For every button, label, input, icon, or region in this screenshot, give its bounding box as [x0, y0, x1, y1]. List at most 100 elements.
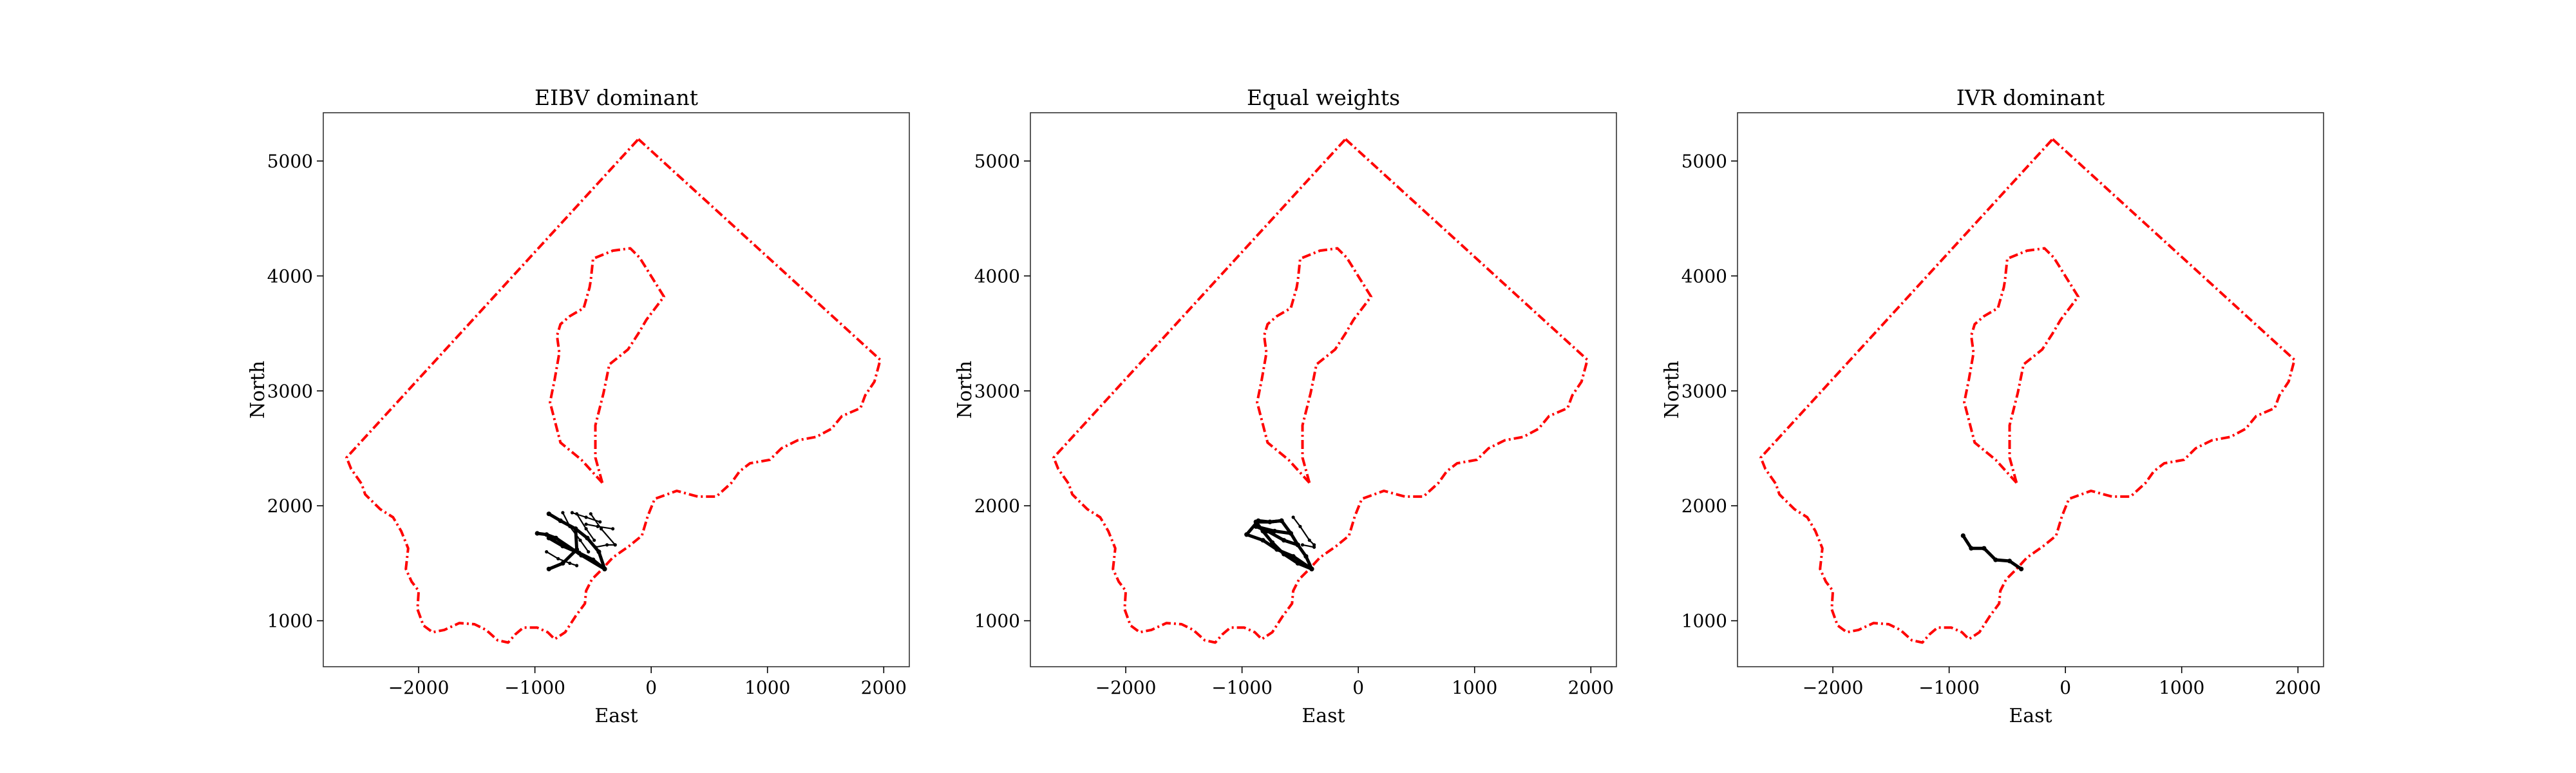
- x-tick-label: 0: [1352, 677, 1364, 698]
- ticks-layer: −2000 −1000 0 1000 2000 1000 2000 3000 4000 5000: [974, 151, 1614, 698]
- path-waypoint: [584, 527, 588, 531]
- path-waypoint: [589, 512, 592, 516]
- boundary-layer: [1052, 138, 1589, 644]
- panel-ivr-dominant: −2000 −1000 0 1000 200010002000300040005000 …: [1661, 85, 2324, 727]
- path-waypoint: [1288, 531, 1293, 536]
- path-waypoint: [553, 535, 558, 540]
- path-waypoint: [535, 531, 540, 536]
- operational-boundary: [1759, 138, 2296, 644]
- path-waypoint: [602, 566, 607, 571]
- panel-title: EIBV dominant: [535, 85, 698, 110]
- panel-title: Equal weights: [1247, 85, 1400, 110]
- y-tick-label: 5000: [1681, 151, 1727, 172]
- y-tick-label: 5000: [974, 151, 1020, 172]
- x-tick-label: 0: [2060, 677, 2071, 698]
- path-waypoint: [587, 550, 591, 554]
- path-waypoint: [560, 560, 565, 566]
- path-waypoint: [1300, 543, 1305, 547]
- path-waypoint: [558, 518, 563, 524]
- x-tick-label: 2000: [2275, 677, 2321, 698]
- path-waypoint: [556, 557, 560, 560]
- x-tick-label: 1000: [1452, 677, 1497, 698]
- path-waypoint: [1274, 547, 1280, 552]
- path-waypoint: [546, 511, 551, 517]
- path-waypoint: [1279, 518, 1284, 524]
- ticks-layer: −2000 −1000 0 1000 2000 1000 2000 3000 4000 5000: [1681, 151, 2321, 698]
- path-waypoint: [1993, 557, 1998, 562]
- operational-boundary: [1052, 138, 1589, 644]
- path-waypoint: [1260, 538, 1265, 543]
- x-tick-label: 2000: [861, 677, 907, 698]
- x-tick-label: 1000: [744, 677, 790, 698]
- y-tick-label: 1000: [974, 611, 1020, 632]
- y-tick-label: 1000: [1681, 611, 1727, 632]
- path-waypoint: [568, 561, 572, 566]
- path-waypoint: [1295, 542, 1300, 548]
- path-waypoint: [1969, 546, 1974, 551]
- path-waypoint: [1282, 538, 1287, 543]
- y-tick-label: 1000: [267, 611, 313, 632]
- path-waypoint: [1256, 518, 1261, 524]
- path-waypoint: [596, 549, 601, 555]
- path-waypoint: [579, 553, 584, 558]
- path-waypoint: [1960, 533, 1965, 539]
- path-segment: [547, 527, 579, 571]
- path-layer: [1960, 533, 2024, 571]
- path-waypoint: [561, 511, 565, 515]
- path-waypoint: [570, 511, 574, 515]
- path-waypoint: [1244, 532, 1249, 537]
- path-waypoint: [1312, 545, 1316, 549]
- y-tick-label: 4000: [267, 265, 313, 287]
- path-segment: [594, 544, 616, 548]
- path-waypoint: [1298, 524, 1302, 528]
- obstacle-boundary: [1963, 247, 2079, 484]
- x-tick-label: −2000: [1803, 677, 1864, 698]
- path-waypoint: [575, 512, 579, 516]
- operational-boundary: [345, 138, 882, 644]
- y-tick-label: 2000: [267, 495, 313, 517]
- path-waypoint: [2019, 566, 2024, 571]
- panel-title: IVR dominant: [1956, 85, 2105, 110]
- path-waypoint: [585, 535, 590, 540]
- y-tick-label: 4000: [974, 265, 1020, 287]
- y-axis-label: North: [954, 361, 976, 419]
- axes-frame: [1030, 112, 1617, 667]
- path-waypoint: [1307, 539, 1311, 542]
- path-waypoint: [1272, 528, 1277, 534]
- path-waypoint: [599, 527, 603, 531]
- panel-eibv-dominant: −2000 −1000 0 1000 200010002000300040005000 …: [247, 85, 910, 727]
- path-waypoint: [613, 543, 617, 547]
- y-axis-label: North: [247, 361, 269, 419]
- x-tick-label: −1000: [1211, 677, 1273, 698]
- x-tick-label: 0: [645, 677, 657, 698]
- obstacle-boundary: [1256, 247, 1372, 484]
- path-waypoint: [546, 566, 551, 571]
- x-axis-label: East: [2009, 705, 2052, 727]
- path-waypoint: [574, 547, 580, 552]
- x-tick-label: −1000: [504, 677, 565, 698]
- axes-frame: [1737, 112, 2324, 667]
- path-waypoint: [1309, 566, 1314, 571]
- path-layer: [535, 511, 617, 571]
- path-waypoint: [2007, 558, 2012, 564]
- path-waypoint: [1291, 515, 1295, 519]
- path-segment: [1302, 544, 1315, 548]
- axes-frame: [323, 112, 910, 667]
- y-tick-label: 3000: [974, 381, 1020, 402]
- path-waypoint: [568, 524, 572, 528]
- y-tick-label: 2000: [974, 495, 1020, 517]
- path-segment: [1961, 534, 2023, 571]
- path-waypoint: [584, 522, 588, 526]
- path-waypoint: [592, 539, 596, 542]
- path-waypoint: [605, 543, 609, 547]
- x-axis-label: East: [1302, 705, 1345, 727]
- y-axis-label: North: [1661, 361, 1683, 419]
- path-waypoint: [1303, 554, 1309, 559]
- x-tick-label: 1000: [2159, 677, 2204, 698]
- x-tick-label: −1000: [1918, 677, 1980, 698]
- path-waypoint: [578, 539, 582, 542]
- path-waypoint: [575, 564, 579, 568]
- path-waypoint: [1291, 554, 1296, 559]
- path-waypoint: [598, 520, 602, 524]
